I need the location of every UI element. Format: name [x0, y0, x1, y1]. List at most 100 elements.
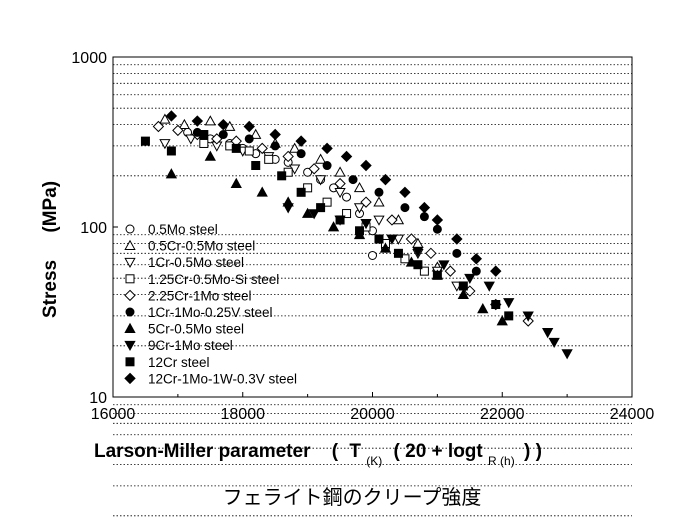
data-point — [172, 124, 184, 137]
data-point — [342, 209, 352, 219]
legend-spacer — [138, 304, 144, 305]
data-point — [355, 226, 365, 236]
data-point — [548, 337, 560, 349]
data-point — [334, 166, 346, 177]
x-tick-label: 20000 — [350, 406, 395, 423]
data-point — [438, 260, 450, 271]
data-point — [165, 168, 178, 179]
y-tick-label: 1000 — [71, 50, 107, 67]
axis-ticks: 16000 18000 20000 22000 24000 10 100 1000 — [71, 50, 654, 423]
data-point — [335, 215, 345, 225]
data-point — [490, 265, 502, 277]
data-point — [418, 201, 431, 214]
data-point — [452, 248, 462, 258]
data-point — [296, 149, 306, 159]
data-point — [464, 273, 476, 285]
data-point — [191, 115, 204, 127]
data-point — [251, 161, 261, 171]
data-point — [342, 192, 352, 202]
data-point — [314, 153, 327, 164]
data-point — [244, 146, 254, 156]
legend-marker — [124, 257, 136, 269]
data-point — [270, 141, 280, 151]
data-point — [199, 130, 209, 140]
data-point — [269, 128, 281, 141]
legend-label: 1Cr-0.5Mo steel — [148, 255, 244, 270]
data-point — [282, 150, 294, 163]
data-point — [308, 163, 320, 175]
legend-spacer — [138, 271, 144, 272]
data-point — [250, 128, 262, 139]
data-point — [277, 171, 287, 181]
data-point — [444, 265, 457, 277]
x-tick-label: 24000 — [610, 406, 655, 423]
data-point — [166, 146, 176, 156]
data-point — [204, 115, 216, 126]
data-point — [477, 303, 489, 314]
x-axis-title-mid: ( 20 + logt — [394, 441, 484, 462]
data-point — [185, 134, 197, 145]
series-6 — [192, 127, 481, 276]
data-point — [373, 196, 385, 207]
legend-label: 0.5Mo steel — [148, 222, 218, 237]
data-point — [256, 142, 268, 155]
data-point — [412, 246, 424, 258]
data-point — [503, 298, 515, 309]
y-axis-title-unit: (MPa) — [40, 181, 61, 233]
legend-label: 1.25Cr-0.5Mo-Si steel — [148, 272, 279, 287]
data-point — [243, 120, 255, 133]
data-point — [256, 186, 268, 197]
data-point — [360, 159, 372, 172]
data-point — [360, 196, 372, 208]
data-point — [159, 139, 171, 150]
legend-label: 5Cr-0.5Mo steel — [148, 322, 244, 337]
data-point — [379, 173, 392, 186]
legend-label: 2.25Cr-1Mo steel — [148, 288, 252, 303]
data-points — [140, 110, 573, 360]
data-point — [393, 248, 403, 258]
data-point — [204, 150, 216, 161]
data-point — [217, 118, 229, 131]
data-point — [542, 328, 554, 339]
data-point — [140, 136, 150, 146]
data-point — [400, 203, 410, 213]
y-axis-title: Stress (MPa) — [40, 181, 61, 318]
data-point — [458, 281, 468, 291]
x-axis-title-sub-rh: R (h) — [488, 454, 515, 468]
data-point — [399, 186, 411, 199]
x-tick-label: 22000 — [480, 406, 525, 423]
data-point — [431, 214, 444, 226]
data-point — [561, 349, 573, 360]
series-4 — [199, 138, 429, 276]
data-point — [230, 177, 242, 188]
data-point — [451, 233, 463, 245]
data-point — [152, 120, 165, 133]
data-point — [522, 311, 534, 322]
data-point — [218, 130, 228, 140]
data-point — [413, 260, 423, 270]
data-point — [491, 300, 501, 310]
data-point — [360, 219, 372, 230]
data-point — [353, 181, 366, 193]
data-point — [419, 212, 429, 222]
data-point — [303, 167, 313, 177]
data-point — [368, 250, 377, 260]
legend-marker — [124, 322, 136, 333]
data-point — [353, 203, 366, 214]
data-point — [386, 214, 398, 226]
data-point — [199, 138, 209, 148]
x-axis-title-sub-k: (K) — [366, 454, 382, 468]
data-point — [419, 266, 429, 276]
legend-marker — [124, 239, 136, 250]
x-axis-title: Larson-Miller parameter ( T (K) ( 20 + l… — [94, 441, 542, 470]
data-point — [400, 254, 410, 264]
legend-label: 12Cr-1Mo-1W-0.3V steel — [148, 371, 297, 386]
legend-spacer — [138, 238, 144, 239]
figure-caption: フェライト鋼のクリープ強度 — [223, 485, 482, 509]
data-point — [504, 311, 514, 321]
data-point — [316, 203, 326, 213]
data-point — [425, 247, 437, 260]
y-tick-label: 100 — [80, 220, 107, 237]
